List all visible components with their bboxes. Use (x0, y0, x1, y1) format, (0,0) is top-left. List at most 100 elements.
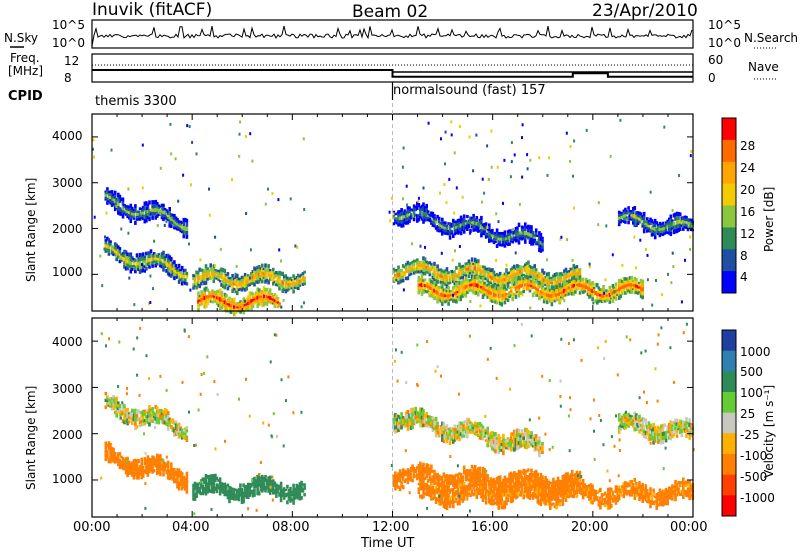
power-cell (644, 224, 648, 228)
velocity-cell (459, 481, 463, 484)
velocity-cell (517, 479, 521, 483)
velocity-cell (256, 487, 259, 492)
power-cell (394, 274, 397, 277)
power-cell (250, 307, 253, 312)
velocity-cell (173, 468, 176, 472)
power-cell (258, 295, 261, 299)
power-cell (517, 240, 521, 245)
power-cell (245, 286, 248, 291)
power-cell (636, 281, 640, 286)
velocity-cell (513, 474, 516, 479)
velocity-cell (459, 435, 463, 440)
power-cell (400, 279, 403, 283)
velocity-cell (452, 500, 455, 505)
power-cell (589, 285, 593, 289)
velocity-cell (439, 493, 443, 497)
velocity-cell (434, 500, 438, 504)
velocity-cell (176, 472, 179, 477)
power-cell (560, 287, 563, 290)
velocity-cell (146, 463, 150, 469)
power-cell (658, 228, 662, 232)
power-cell (455, 231, 458, 235)
velocity-cell (428, 423, 432, 426)
power-cell (395, 279, 399, 282)
power-cell (580, 286, 583, 290)
velocity-cell (419, 478, 422, 483)
power-cell (168, 223, 171, 228)
power-cell (461, 264, 464, 268)
power-cell (581, 277, 585, 281)
velocity-cell (439, 478, 443, 481)
power-cell (109, 190, 112, 194)
power-cell (513, 293, 516, 296)
power-cell (480, 276, 483, 280)
velocity-cell (475, 430, 479, 434)
power-cell (163, 214, 167, 217)
velocity-cell (455, 490, 458, 493)
power-cell (520, 231, 524, 235)
velocity-cell (193, 497, 197, 501)
power-cell (109, 240, 112, 244)
power-cell (143, 265, 147, 268)
velocity-cell (428, 489, 432, 493)
velocity-cell (455, 437, 458, 441)
power-cell (564, 291, 568, 294)
velocity-cell (226, 496, 230, 500)
power-cell (588, 283, 591, 288)
velocity-cell (406, 418, 410, 423)
power-cell (516, 286, 519, 289)
velocity-cell (278, 487, 281, 490)
velocity-cell (497, 433, 500, 438)
power-cell (494, 238, 497, 241)
power-cell (419, 267, 422, 271)
velocity-cell (221, 489, 225, 492)
power-cell (426, 219, 430, 222)
velocity-cell (395, 429, 399, 433)
velocity-cell (225, 494, 228, 497)
velocity-cell (168, 476, 171, 481)
power-cell (450, 294, 453, 297)
power-cell (530, 241, 533, 246)
power-cell (458, 297, 461, 302)
velocity-cell (502, 488, 505, 493)
velocity-cell (157, 417, 161, 421)
power-cell (506, 279, 510, 283)
velocity-cell (262, 476, 266, 480)
velocity-cell (163, 412, 167, 417)
power-cell (539, 273, 543, 277)
nsky-trace (91, 25, 693, 47)
velocity-cell (539, 450, 543, 454)
power-cell (398, 216, 402, 220)
power-cell (503, 240, 507, 245)
power-cell (560, 278, 563, 283)
velocity-cell (431, 480, 435, 483)
power-cell (206, 267, 209, 270)
power-cell (646, 220, 649, 224)
velocity-cell (398, 469, 402, 474)
power-cell (231, 308, 235, 312)
velocity-cell (268, 483, 272, 488)
velocity-cell (206, 475, 209, 479)
velocity-cell (408, 478, 411, 481)
power-cell (430, 279, 433, 284)
power-speckle (565, 131, 568, 135)
velocity-cell (459, 473, 463, 476)
power-cell (117, 245, 120, 249)
velocity-cell (221, 485, 225, 488)
velocity-cell (417, 472, 421, 476)
velocity-cell (148, 457, 151, 461)
velocity-cell (509, 484, 513, 489)
velocity-cell (525, 440, 529, 445)
power-cell (256, 280, 259, 284)
power-cell (127, 260, 131, 265)
power-speckle (159, 212, 162, 216)
power-cell (514, 239, 518, 243)
power-cell (236, 278, 239, 283)
power-cell (208, 297, 211, 300)
power-cell (176, 220, 179, 224)
power-cell (652, 227, 655, 231)
power-cell (635, 284, 638, 288)
power-cell (644, 220, 648, 223)
velocity-cell (298, 482, 302, 486)
power-cell (267, 293, 270, 296)
